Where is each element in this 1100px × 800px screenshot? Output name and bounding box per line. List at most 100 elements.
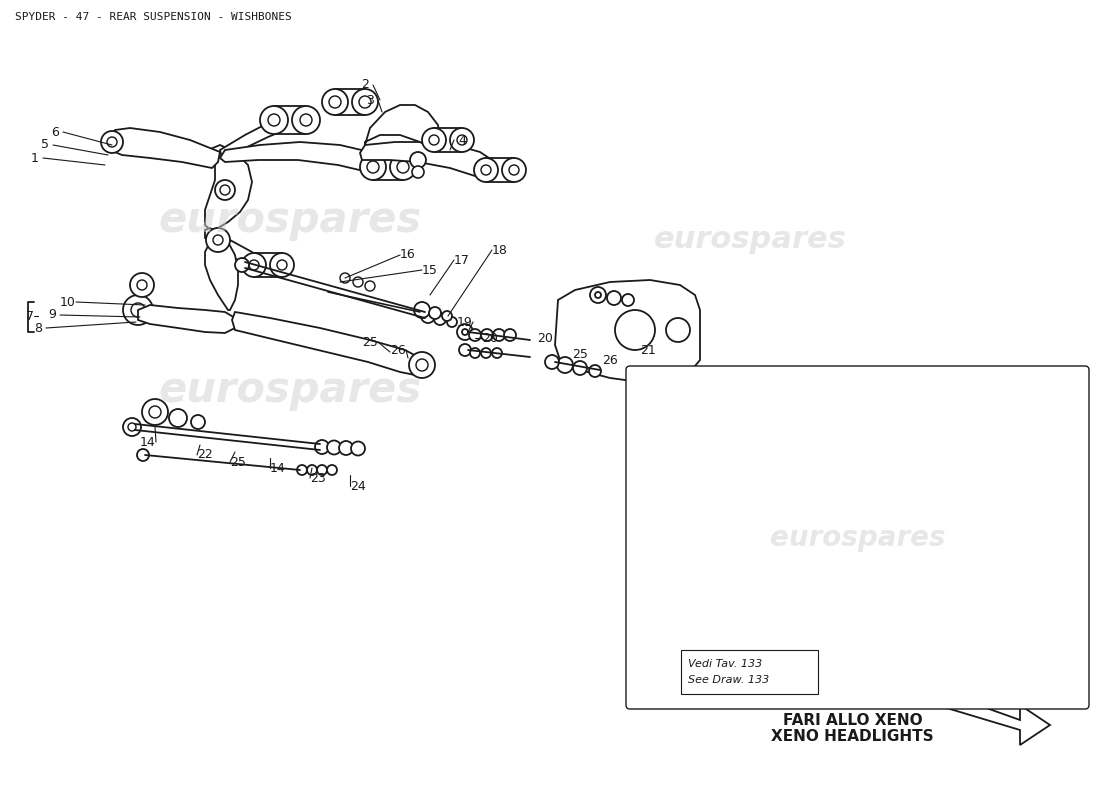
Circle shape	[352, 89, 378, 115]
Text: 25: 25	[362, 335, 378, 349]
Circle shape	[220, 185, 230, 195]
Text: 24: 24	[350, 479, 366, 493]
Circle shape	[607, 291, 621, 305]
Circle shape	[277, 260, 287, 270]
Circle shape	[367, 161, 380, 173]
Text: 13: 13	[742, 394, 758, 406]
Text: 7: 7	[874, 374, 882, 386]
Circle shape	[492, 348, 502, 358]
Text: 16: 16	[400, 249, 416, 262]
Circle shape	[573, 361, 587, 375]
Circle shape	[353, 277, 363, 287]
Circle shape	[131, 303, 145, 317]
Text: 20: 20	[482, 331, 498, 345]
Circle shape	[260, 106, 288, 134]
Text: See Draw. 133: See Draw. 133	[688, 675, 769, 685]
Polygon shape	[690, 559, 954, 607]
Text: 21: 21	[640, 343, 656, 357]
Circle shape	[412, 166, 424, 178]
Circle shape	[327, 441, 341, 454]
Text: 14: 14	[140, 435, 156, 449]
Text: 7: 7	[26, 310, 34, 322]
Circle shape	[214, 180, 235, 200]
Circle shape	[662, 547, 682, 567]
Circle shape	[934, 545, 946, 557]
Circle shape	[650, 535, 694, 579]
Circle shape	[130, 273, 154, 297]
Circle shape	[447, 317, 456, 327]
Polygon shape	[870, 670, 1050, 745]
Circle shape	[481, 165, 491, 175]
Text: 8: 8	[34, 322, 42, 334]
Circle shape	[329, 96, 341, 108]
Circle shape	[242, 253, 266, 277]
Text: 6: 6	[51, 126, 59, 138]
Circle shape	[169, 409, 187, 427]
Circle shape	[414, 302, 430, 318]
Polygon shape	[205, 238, 238, 310]
Text: eurospares: eurospares	[653, 226, 846, 254]
Circle shape	[821, 546, 833, 558]
Circle shape	[462, 329, 468, 335]
Text: 11: 11	[694, 394, 710, 406]
Bar	[486, 158, 514, 182]
Circle shape	[621, 294, 634, 306]
Circle shape	[481, 329, 493, 341]
Text: eurospares: eurospares	[158, 199, 421, 241]
Bar	[274, 106, 306, 134]
Text: Vedi Tav. 133: Vedi Tav. 133	[688, 659, 762, 669]
Circle shape	[434, 313, 446, 325]
Bar	[254, 253, 282, 277]
Polygon shape	[205, 145, 252, 230]
Circle shape	[409, 352, 434, 378]
Circle shape	[315, 440, 329, 454]
Polygon shape	[220, 115, 290, 158]
Circle shape	[926, 537, 954, 565]
Text: 18: 18	[492, 243, 508, 257]
Polygon shape	[220, 142, 388, 175]
Polygon shape	[138, 305, 235, 333]
Circle shape	[469, 329, 481, 341]
Text: 19: 19	[458, 315, 473, 329]
Circle shape	[128, 423, 136, 431]
Bar	[434, 128, 462, 152]
Circle shape	[421, 309, 434, 323]
Circle shape	[339, 441, 353, 455]
Circle shape	[410, 152, 426, 168]
Circle shape	[936, 571, 968, 603]
Circle shape	[351, 442, 365, 455]
Circle shape	[825, 560, 835, 570]
Text: FARI ALLO XENO: FARI ALLO XENO	[783, 713, 922, 728]
Circle shape	[459, 344, 471, 356]
Circle shape	[595, 292, 601, 298]
Circle shape	[821, 573, 829, 581]
Circle shape	[429, 135, 439, 145]
Text: 23: 23	[310, 471, 326, 485]
Circle shape	[615, 310, 654, 350]
Circle shape	[138, 280, 147, 290]
Polygon shape	[692, 519, 940, 569]
Circle shape	[390, 154, 416, 180]
Circle shape	[639, 515, 649, 525]
Circle shape	[340, 273, 350, 283]
Text: 25: 25	[572, 349, 587, 362]
Circle shape	[142, 399, 168, 425]
Text: 1: 1	[31, 151, 38, 165]
Circle shape	[470, 348, 480, 358]
Circle shape	[268, 114, 280, 126]
Polygon shape	[360, 142, 498, 180]
Bar	[373, 154, 403, 180]
Circle shape	[481, 348, 491, 358]
Text: 12: 12	[782, 394, 797, 406]
Circle shape	[450, 128, 474, 152]
Circle shape	[666, 318, 690, 342]
Circle shape	[101, 131, 123, 153]
Text: XENO HEADLIGHTS: XENO HEADLIGHTS	[771, 729, 934, 744]
Text: eurospares: eurospares	[770, 523, 945, 551]
Circle shape	[416, 359, 428, 371]
Circle shape	[509, 165, 519, 175]
Circle shape	[590, 287, 606, 303]
Circle shape	[429, 307, 441, 319]
Text: 3: 3	[366, 94, 374, 106]
Circle shape	[360, 154, 386, 180]
